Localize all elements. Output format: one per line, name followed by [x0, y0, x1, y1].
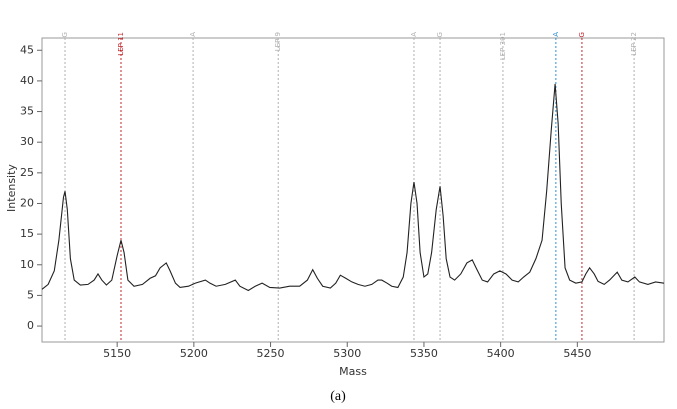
y-tick-label: 0 [27, 319, 34, 332]
y-axis-label: Intensity [5, 164, 18, 212]
x-axis-label: Mass [339, 365, 367, 378]
y-tick-label: 20 [20, 196, 34, 209]
y-tick-label: 35 [20, 105, 34, 118]
x-tick-label: 5400 [487, 347, 515, 360]
x-tick-label: 5350 [410, 347, 438, 360]
y-tick-label: 15 [20, 227, 34, 240]
marker-label: LEP 22 [630, 32, 638, 56]
y-tick-label: 45 [20, 43, 34, 56]
caption: (a) [330, 389, 346, 404]
x-tick-label: 5250 [257, 347, 285, 360]
marker-label: G [61, 32, 69, 37]
marker-label: G [578, 32, 586, 37]
marker-label: A [410, 32, 418, 37]
spectrum-line [41, 83, 665, 292]
y-tick-label: 10 [20, 258, 34, 271]
y-tick-label: 5 [27, 288, 34, 301]
marker-label: A [189, 32, 197, 37]
marker-label: LEP 301 [499, 32, 507, 60]
marker-label: A [552, 32, 560, 37]
marker-label: LEP 11 [117, 32, 125, 56]
plot-frame [41, 37, 665, 343]
y-tick-label: 40 [20, 74, 34, 87]
marker-label: G [436, 32, 444, 37]
y-tick-label: 25 [20, 166, 34, 179]
marker-label: LEP 9 [274, 32, 282, 51]
y-tick-label: 30 [20, 135, 34, 148]
x-tick-label: 5200 [180, 347, 208, 360]
x-tick-label: 5300 [333, 347, 361, 360]
x-tick-label: 5150 [103, 347, 131, 360]
x-tick-label: 5450 [563, 347, 591, 360]
